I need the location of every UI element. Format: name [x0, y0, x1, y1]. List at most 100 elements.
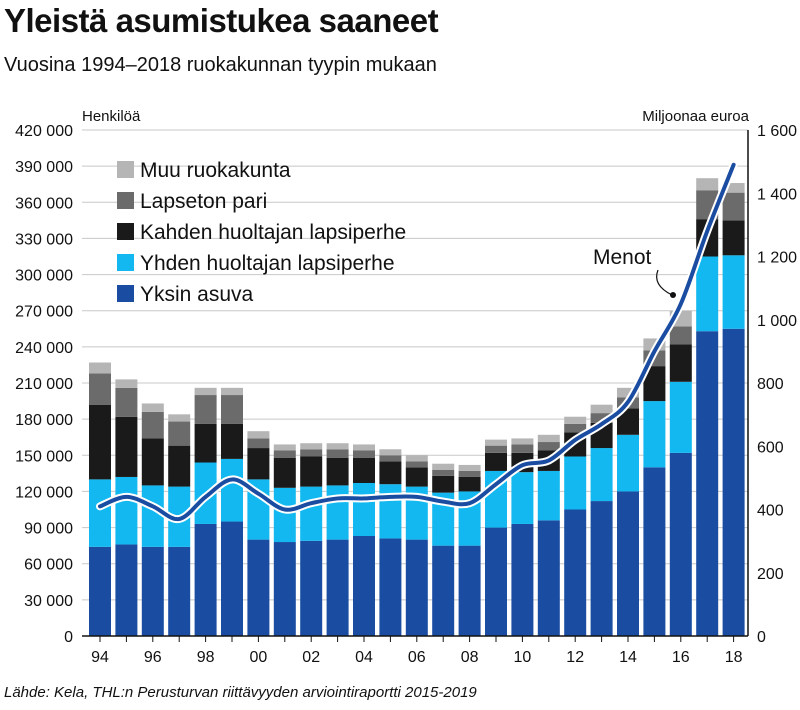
y-left-tick-label: 120 000 — [15, 484, 73, 501]
bar-segment — [221, 521, 243, 636]
y-left-tick-label: 240 000 — [15, 340, 73, 357]
bar-segment — [221, 395, 243, 424]
bar-segment — [643, 467, 666, 636]
bar-segment — [221, 387, 243, 396]
menot-annotation: Menot — [593, 246, 652, 269]
bar-segment — [537, 434, 560, 443]
legend-label: Muu ruokakunta — [140, 159, 291, 182]
bar-segment — [379, 484, 402, 539]
bar-segment — [432, 545, 455, 636]
y-left-tick-label: 30 000 — [24, 593, 73, 610]
bar-segment — [353, 450, 375, 458]
x-tick-label: 00 — [250, 649, 268, 666]
x-tick-label: 98 — [197, 649, 215, 666]
bar-segment — [617, 434, 639, 492]
bar-segment — [168, 546, 191, 636]
bar-segment — [89, 373, 111, 405]
bar-segment — [168, 445, 191, 487]
y-left-tick-label: 150 000 — [15, 448, 73, 465]
bar-segment — [485, 439, 507, 446]
bar-segment — [115, 416, 138, 477]
bar-segment — [141, 438, 164, 486]
bar-segment — [273, 450, 296, 458]
y-right-tick-label: 1 600 — [757, 123, 797, 140]
y-left-tick-label: 60 000 — [24, 557, 73, 574]
bar-segment — [564, 456, 587, 510]
x-tick-label: 94 — [91, 649, 109, 666]
bar-segment — [537, 470, 560, 521]
bar-segment — [722, 255, 745, 329]
bar-segment — [379, 538, 402, 636]
x-tick-label: 16 — [672, 649, 690, 666]
legend-swatch — [117, 254, 134, 271]
bar-segment — [247, 438, 270, 449]
bar-segment — [696, 331, 719, 636]
y-left-tick-label: 210 000 — [15, 376, 73, 393]
bar-segment — [458, 464, 481, 471]
bar-segment — [485, 527, 507, 636]
bar-segment — [617, 387, 639, 398]
bar-segment — [590, 448, 613, 502]
bar-segment — [141, 403, 164, 412]
y-left-axis-label: Henkilöä — [82, 108, 141, 125]
x-tick-label: 08 — [461, 649, 479, 666]
bar-segment — [590, 501, 613, 636]
x-tick-label: 04 — [355, 649, 373, 666]
bar-segment — [326, 457, 349, 486]
y-left-tick-label: 360 000 — [15, 195, 73, 212]
bar-segment — [194, 523, 217, 636]
bar-segment — [722, 220, 745, 256]
bar-segment — [669, 326, 692, 345]
legend-label: Lapseton pari — [140, 190, 267, 213]
bar-segment — [617, 491, 639, 636]
bar-segment — [432, 469, 455, 476]
bar-segment — [326, 449, 349, 458]
bar-segment — [115, 476, 138, 545]
bar-segment — [564, 416, 587, 424]
bar-segment — [194, 395, 217, 424]
bar-segment — [405, 461, 428, 468]
y-right-tick-label: 400 — [757, 503, 784, 520]
bar-segment — [696, 256, 719, 332]
y-left-tick-label: 90 000 — [24, 521, 73, 538]
bar-segment — [722, 192, 745, 221]
legend-label: Yksin asuva — [140, 283, 254, 306]
bar-segment — [247, 448, 270, 480]
bar-segment — [669, 344, 692, 382]
bar-segment — [537, 442, 560, 451]
bar-segment — [300, 456, 323, 487]
bar-segment — [405, 455, 428, 462]
y-left-tick-label: 390 000 — [15, 159, 73, 176]
bar-segment — [168, 414, 191, 422]
bar-segment — [511, 472, 534, 524]
bar-segment — [485, 452, 507, 471]
bar-segment — [300, 486, 323, 541]
bar-segment — [722, 328, 745, 636]
annotation-leader — [656, 269, 673, 296]
bar-segment — [247, 539, 270, 636]
legend-swatch — [117, 285, 134, 302]
x-tick-label: 96 — [144, 649, 162, 666]
bar-segment — [326, 539, 349, 636]
annotation-dot — [670, 292, 676, 298]
bar-segment — [458, 476, 481, 492]
bar-segment — [89, 404, 111, 480]
bar-segment — [696, 178, 719, 191]
y-right-tick-label: 1 400 — [757, 186, 797, 203]
bar-segment — [432, 475, 455, 493]
bar-segment — [300, 449, 323, 457]
legend-label: Kahden huoltajan lapsiperhe — [140, 221, 406, 244]
bar-segment — [511, 523, 534, 636]
bar-segment — [485, 445, 507, 453]
bar-segment — [89, 479, 111, 547]
bar-segment — [379, 455, 402, 462]
bar-segment — [379, 461, 402, 485]
bar-segment — [141, 546, 164, 636]
bar-segment — [194, 423, 217, 463]
bar-segment — [141, 485, 164, 547]
bar-segment — [89, 362, 111, 374]
bar-segment — [300, 540, 323, 636]
x-tick-label: 10 — [514, 649, 532, 666]
chart-subtitle: Vuosina 1994–2018 ruokakunnan tyypin muk… — [4, 54, 437, 76]
